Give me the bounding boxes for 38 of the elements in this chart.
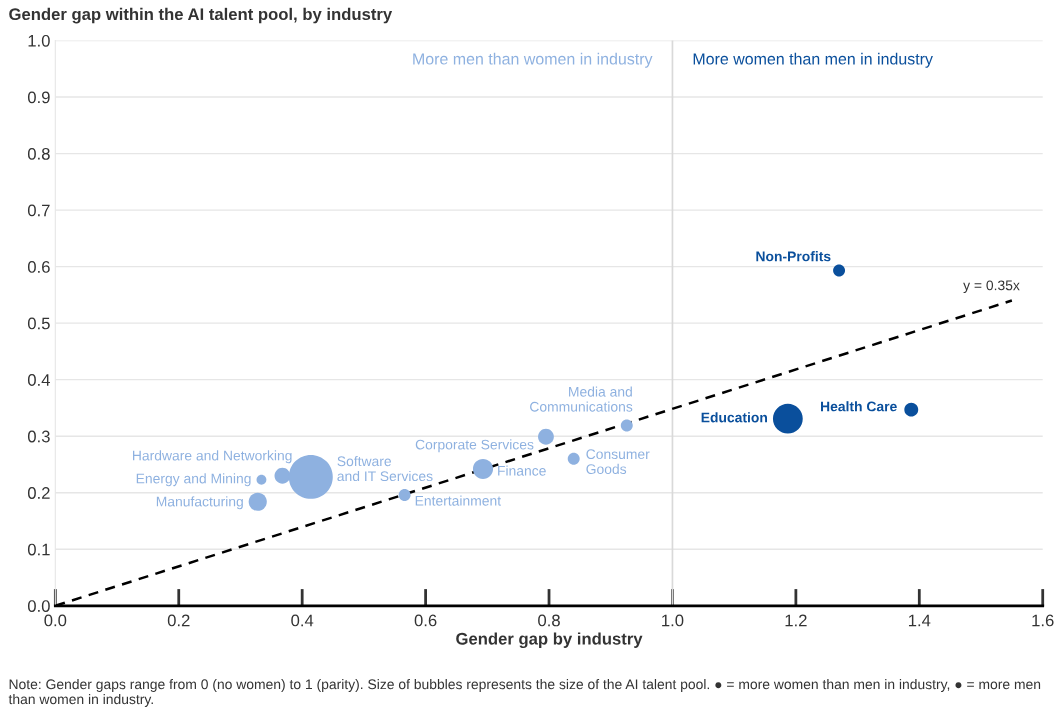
annotation: Non-Profits [756,251,831,262]
y-tick-label: 0.2 [27,487,50,499]
annotation: y = 0.35x [963,280,1020,294]
annotation: Health Care [821,401,897,412]
x-tick-label: 1.0 [662,614,684,627]
y-tick-label: 0.6 [27,261,50,273]
annotation: Entertainment [415,495,501,506]
x-tick-label: 1.2 [785,614,807,627]
annotation: More women than men in industry [693,52,933,68]
x-tick-label: 0.2 [167,614,190,627]
annotation: Consumer Goods [586,449,650,475]
chart-title: Gender gap within the AI talent pool, by industry [9,7,393,24]
y-tick-label: 1.0 [28,34,50,47]
x-tick-label: 0.8 [538,614,560,627]
annotation: Education [701,412,767,423]
y-tick-label: 0.7 [27,204,50,217]
annotation: Manufacturing [156,496,243,510]
annotation: Software and IT Services [337,455,433,482]
x-tick-label: 0.4 [291,614,314,627]
y-tick-label: 0.5 [27,317,50,330]
y-tick-label: 0.0 [27,600,50,612]
y-tick-label: 0.9 [27,91,50,104]
y-tick-label: 0.8 [27,147,50,160]
x-tick-label: 0.6 [414,614,437,627]
x-tick-label: 1.4 [908,614,931,627]
y-tick-label: 0.3 [27,430,50,443]
annotation: Corporate Services [415,439,534,453]
annotation: More men than women in industry [413,52,653,68]
y-tick-label: 0.1 [27,543,50,556]
x-tick-label: 0.0 [44,614,67,627]
y-tick-label: 0.4 [27,374,50,386]
annotation: Energy and Mining [136,473,251,487]
annotation: Hardware and Networking [133,450,292,464]
text: Note: Gender gaps range from 0 (no women) to 1 (parity). Size of bubbles represents the size of the AI talent pool. ● = more women than men in industry, ● = more men than women in industry. [8,679,1041,707]
annotation: Media and Communications [530,386,633,412]
annotation: Finance [498,465,546,476]
x-tick-label: 1.6 [1032,614,1054,627]
x-axis-title: Gender gap by industry [456,632,643,649]
